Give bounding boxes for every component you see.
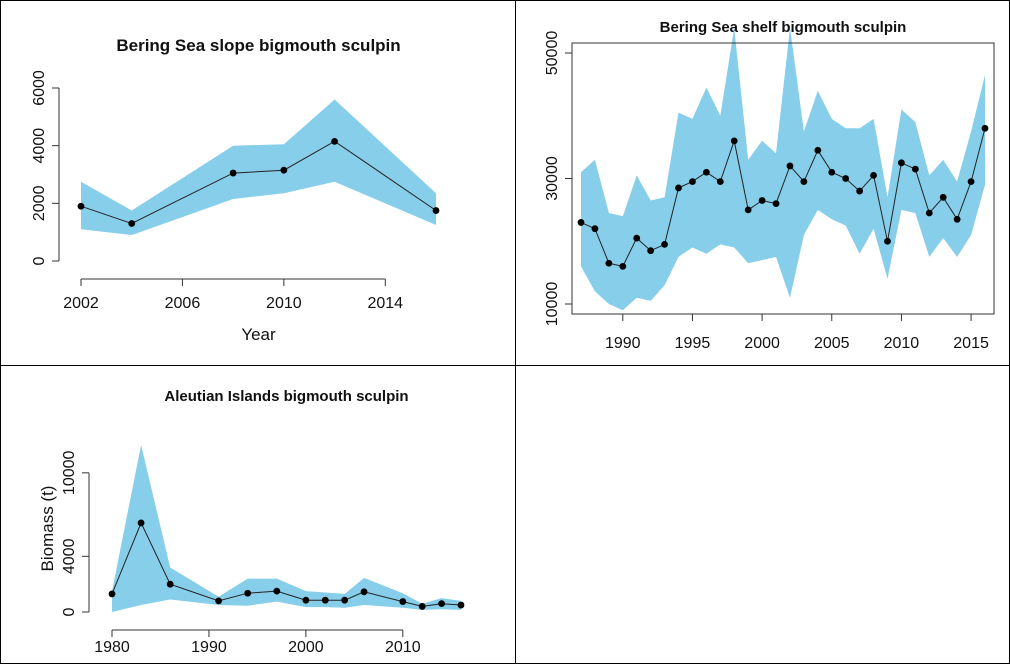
aleutian-chart-panel: Aleutian Islands bigmouth sculpin 1980 199… bbox=[0, 365, 516, 664]
data-point bbox=[842, 175, 850, 182]
data-point bbox=[331, 137, 338, 145]
data-point bbox=[215, 597, 223, 605]
chart-title: Aleutian Islands bigmouth sculpin bbox=[164, 388, 408, 405]
x-tick-label: 1990 bbox=[605, 335, 641, 352]
data-point bbox=[730, 137, 738, 145]
x-tick-label: 2005 bbox=[814, 335, 850, 352]
data-point bbox=[229, 169, 237, 177]
data-point bbox=[689, 178, 696, 186]
data-point bbox=[418, 603, 426, 610]
data-point bbox=[108, 590, 116, 598]
data-point bbox=[244, 589, 252, 597]
slope-chart: Bering Sea slope bigmouth sculpin 2002 200… bbox=[31, 36, 440, 344]
y-tick-label: 4000 bbox=[61, 538, 78, 574]
empty-panel bbox=[515, 365, 1010, 664]
x-tick-label: 1995 bbox=[675, 335, 711, 352]
x-tick-label: 2015 bbox=[953, 335, 989, 352]
y-tick-label: 6000 bbox=[31, 70, 48, 106]
data-point bbox=[716, 178, 724, 186]
data-point bbox=[981, 124, 989, 132]
confidence-band bbox=[581, 27, 985, 311]
data-point bbox=[939, 193, 947, 201]
data-point bbox=[166, 580, 174, 588]
y-tick-label: 0 bbox=[61, 607, 78, 616]
x-tick-label: 2010 bbox=[266, 295, 302, 312]
data-point bbox=[633, 234, 641, 242]
data-point bbox=[432, 207, 440, 214]
x-tick-label: 1990 bbox=[191, 639, 227, 656]
chart-title: Bering Sea shelf bigmouth sculpin bbox=[660, 19, 907, 36]
x-tick-label: 2002 bbox=[63, 295, 99, 312]
data-point bbox=[744, 206, 752, 214]
shelf-chart: Bering Sea shelf bigmouth sculpin 1990 199… bbox=[544, 19, 995, 352]
data-point bbox=[772, 200, 780, 208]
data-point bbox=[438, 600, 446, 608]
data-point bbox=[605, 259, 613, 267]
data-point bbox=[273, 587, 281, 595]
data-point bbox=[925, 209, 933, 217]
y-tick-label: 4000 bbox=[31, 128, 48, 164]
data-point bbox=[884, 237, 891, 245]
data-point bbox=[128, 220, 136, 227]
data-point bbox=[661, 240, 668, 248]
data-point bbox=[647, 247, 655, 255]
x-tick-label: 2010 bbox=[884, 335, 920, 352]
chart-title: Bering Sea slope bigmouth sculpin bbox=[116, 36, 400, 55]
data-point bbox=[77, 202, 85, 210]
slope-chart-panel: Bering Sea slope bigmouth sculpin 2002 200… bbox=[0, 0, 516, 366]
data-point bbox=[360, 588, 368, 596]
y-tick-label: 30000 bbox=[544, 156, 561, 201]
y-tick-label: 10000 bbox=[61, 450, 78, 495]
data-point bbox=[967, 178, 975, 186]
data-point bbox=[828, 168, 836, 176]
data-point bbox=[280, 166, 288, 174]
x-tick-label: 2010 bbox=[385, 639, 421, 656]
data-point bbox=[675, 184, 682, 192]
data-point bbox=[856, 187, 864, 195]
data-point bbox=[786, 162, 794, 170]
data-point bbox=[814, 146, 822, 154]
data-point bbox=[321, 596, 329, 604]
series-line bbox=[80, 140, 437, 225]
data-point bbox=[137, 519, 145, 527]
data-point bbox=[399, 598, 407, 605]
confidence-band bbox=[81, 99, 436, 236]
x-tick-label: 2000 bbox=[288, 639, 324, 656]
shelf-chart-panel: Bering Sea shelf bigmouth sculpin 1990 199… bbox=[515, 0, 1010, 366]
data-point bbox=[457, 601, 465, 609]
data-point bbox=[953, 215, 961, 223]
y-tick-label: 50000 bbox=[544, 31, 561, 76]
data-point bbox=[911, 165, 919, 173]
data-point bbox=[870, 171, 877, 179]
data-point bbox=[702, 168, 710, 176]
x-tick-label: 1980 bbox=[94, 639, 130, 656]
x-axis-label: Year bbox=[241, 325, 276, 344]
y-axis-label: Biomass (t) bbox=[38, 486, 57, 572]
x-tick-label: 2006 bbox=[165, 295, 201, 312]
data-point bbox=[302, 596, 310, 604]
data-point bbox=[341, 596, 349, 604]
data-point bbox=[619, 262, 627, 270]
x-tick-label: 2000 bbox=[744, 335, 780, 352]
y-tick-label: 10000 bbox=[544, 282, 561, 327]
y-tick-label: 2000 bbox=[31, 185, 48, 221]
y-tick-label: 0 bbox=[31, 256, 48, 265]
data-point bbox=[800, 178, 808, 186]
data-point bbox=[577, 219, 585, 226]
data-point bbox=[591, 225, 599, 233]
aleutian-chart: Aleutian Islands bigmouth sculpin 1980 199… bbox=[38, 388, 465, 656]
x-tick-label: 2014 bbox=[367, 295, 403, 312]
data-point bbox=[898, 159, 905, 167]
confidence-band bbox=[112, 445, 461, 612]
data-point bbox=[758, 197, 766, 204]
